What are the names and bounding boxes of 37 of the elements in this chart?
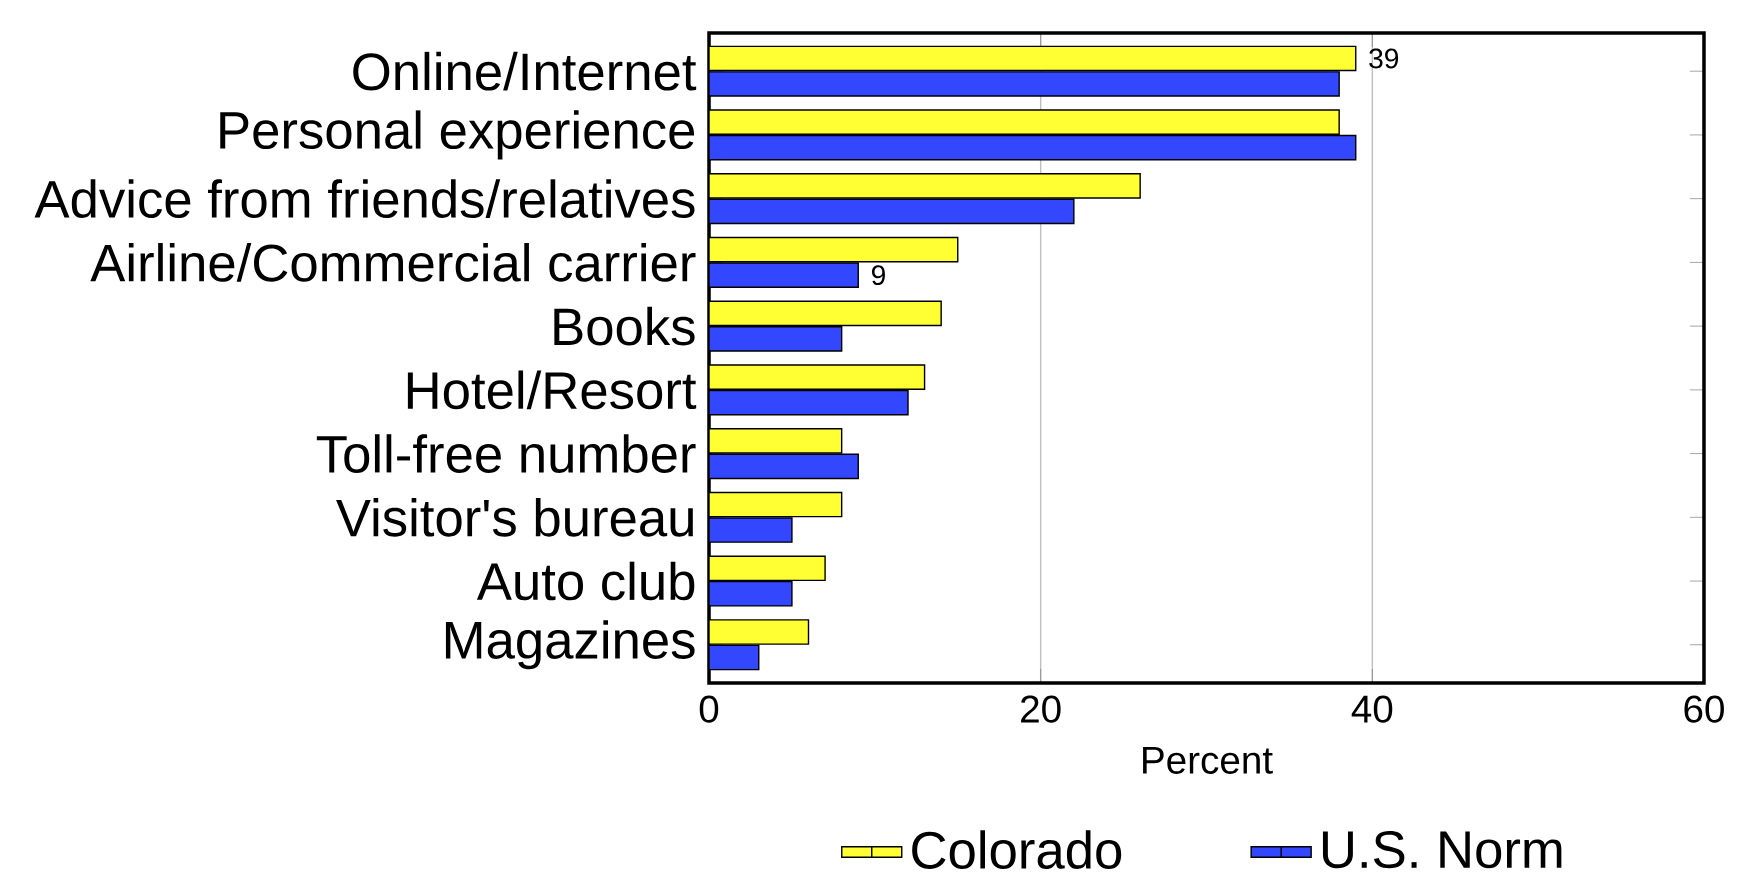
y-tick-label: Visitor's bureau [336, 497, 693, 537]
bar [709, 326, 843, 352]
y-tick-label: Personal experience [220, 110, 695, 160]
y-tick-label: Hotel/Resort [407, 370, 697, 410]
data-label: 9 [871, 265, 885, 286]
y-tick-label: Airline/Commercial carrier [90, 243, 696, 282]
bar [709, 428, 843, 454]
bar [709, 555, 826, 582]
bar [709, 364, 926, 390]
y-tick-label: Advice from friends/relatives [34, 179, 695, 218]
y-tick-label: Auto club [476, 561, 695, 601]
bar [709, 644, 760, 671]
legend-label: Colorado [912, 830, 1122, 869]
bar [709, 389, 909, 416]
bar [709, 453, 859, 480]
bar [709, 300, 942, 327]
x-axis-title: Percent [1143, 746, 1273, 774]
bar [709, 236, 959, 263]
y-tick-label: Books [554, 306, 695, 346]
y-tick-label: Magazines [445, 620, 695, 670]
legend-label: U.S. Norm [1322, 830, 1562, 869]
data-label: 39 [1369, 48, 1399, 69]
bar [709, 173, 1141, 199]
y-tick-label: Toll-free number [316, 434, 696, 473]
bar [709, 580, 793, 607]
y-tick-label: Online/Internet [353, 51, 697, 91]
bar [709, 262, 859, 288]
x-tick-label: 60 [1684, 695, 1724, 723]
bar [709, 134, 1357, 161]
bar [709, 45, 1357, 72]
x-tick-label: 40 [1351, 695, 1393, 723]
x-tick-label: 20 [1021, 695, 1061, 723]
bar [709, 71, 1340, 97]
bar [709, 491, 843, 518]
x-tick-label: 0 [699, 695, 719, 723]
bar [709, 198, 1075, 225]
bar [709, 109, 1340, 136]
